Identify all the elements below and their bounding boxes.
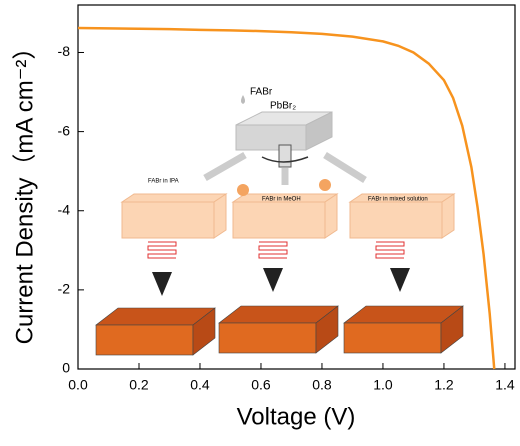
route-label: FABr in MeOH <box>262 197 301 203</box>
down-arrows <box>152 268 410 296</box>
x-tick-label: 0.6 <box>251 377 271 393</box>
y-tick-label: -6 <box>58 122 71 138</box>
film-label: PbBr₂ <box>270 101 296 112</box>
x-tick-label: 1.4 <box>495 377 515 393</box>
slab-side <box>305 111 333 151</box>
y-tick-label: -2 <box>58 281 71 297</box>
drop-icon <box>241 95 245 104</box>
wet-films <box>120 193 456 239</box>
y-tick-label: 0 <box>62 360 70 376</box>
x-tick-label: 1.2 <box>434 377 454 393</box>
y-axis-label: Current Density（mA cm⁻²） <box>11 36 38 345</box>
inset-diagram: FABr PbBr₂ FABr in IPA FABr in MeOH FABr… <box>95 87 464 356</box>
x-tick-label: 0.2 <box>129 377 149 393</box>
x-tick-label: 0.8 <box>312 377 332 393</box>
x-axis-label: Voltage (V) <box>237 403 356 430</box>
spin-arrow <box>261 156 309 163</box>
x-tick-label: 0.4 <box>190 377 210 393</box>
plot-frame <box>77 4 516 370</box>
route-label: FABr in mixed solution <box>368 197 428 203</box>
x-tick-label: 1.0 <box>373 377 393 393</box>
molecules <box>237 179 331 196</box>
y-tick-label: -8 <box>58 43 71 59</box>
slab-front <box>235 124 307 151</box>
route-label: FABr in IPA <box>148 179 179 185</box>
crystal-films <box>95 305 464 356</box>
y-tick-label: -4 <box>58 201 71 217</box>
precursor-label: FABr <box>250 87 273 98</box>
heaters <box>147 241 405 259</box>
spinner <box>278 144 292 168</box>
x-tick-label: 0.0 <box>68 377 88 393</box>
flow-arrows <box>203 151 367 185</box>
jv-curve <box>77 26 496 370</box>
